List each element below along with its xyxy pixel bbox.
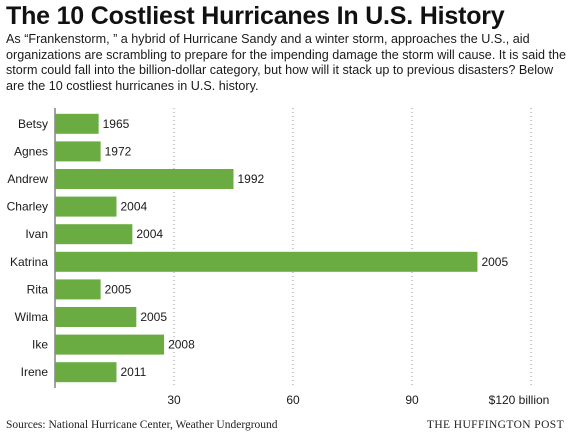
category-label: Charley [7, 200, 48, 214]
category-label: Rita [27, 282, 49, 296]
bar [55, 251, 478, 272]
category-label: Wilma [15, 310, 49, 324]
bar [55, 196, 117, 217]
publisher-credit: THE HUFFINGTON POST [426, 419, 564, 431]
category-label: Irene [21, 365, 49, 379]
bar [55, 362, 117, 383]
bar [55, 113, 99, 134]
category-label: Agnes [14, 144, 48, 158]
x-tick-label: $120 billion [489, 393, 550, 407]
bar [55, 279, 101, 300]
chart-title: The 10 Costliest Hurricanes In U.S. Hist… [6, 2, 505, 30]
x-tick-label: 90 [405, 393, 419, 407]
bar-year-label: 1972 [105, 144, 132, 158]
bar [55, 169, 234, 189]
bar [55, 224, 133, 245]
bar-year-label: 2011 [120, 365, 146, 379]
bar-year-label: 2008 [168, 338, 195, 352]
bar-year-label: 1992 [238, 172, 265, 186]
category-label: Andrew [7, 172, 48, 186]
category-label: Betsy [18, 117, 48, 131]
bar-year-label: 2004 [136, 227, 163, 241]
bar [55, 334, 165, 355]
category-label: Katrina [10, 255, 48, 269]
bar-year-label: 2004 [120, 200, 147, 214]
bar-year-label: 2005 [481, 255, 508, 269]
category-label: Ike [32, 338, 48, 352]
category-label: Ivan [25, 227, 48, 241]
x-tick-label: 30 [167, 393, 181, 407]
bar-year-label: 1965 [103, 117, 130, 131]
hurricane-cost-bar-chart: Betsy 1965 Agnes 1972 Andrew 1992 Charley 2004 I… [7, 108, 550, 407]
bar-year-label: 2005 [140, 310, 167, 324]
x-tick-label: 60 [286, 393, 300, 407]
bar-year-label: 2005 [105, 282, 132, 296]
chart-intro-text: As “Frankenstorm, ” a hybrid of Hurrican… [6, 32, 567, 93]
bar [55, 141, 101, 162]
source-note: Sources: National Hurricane Center, Weat… [6, 419, 278, 431]
bar [55, 307, 137, 327]
